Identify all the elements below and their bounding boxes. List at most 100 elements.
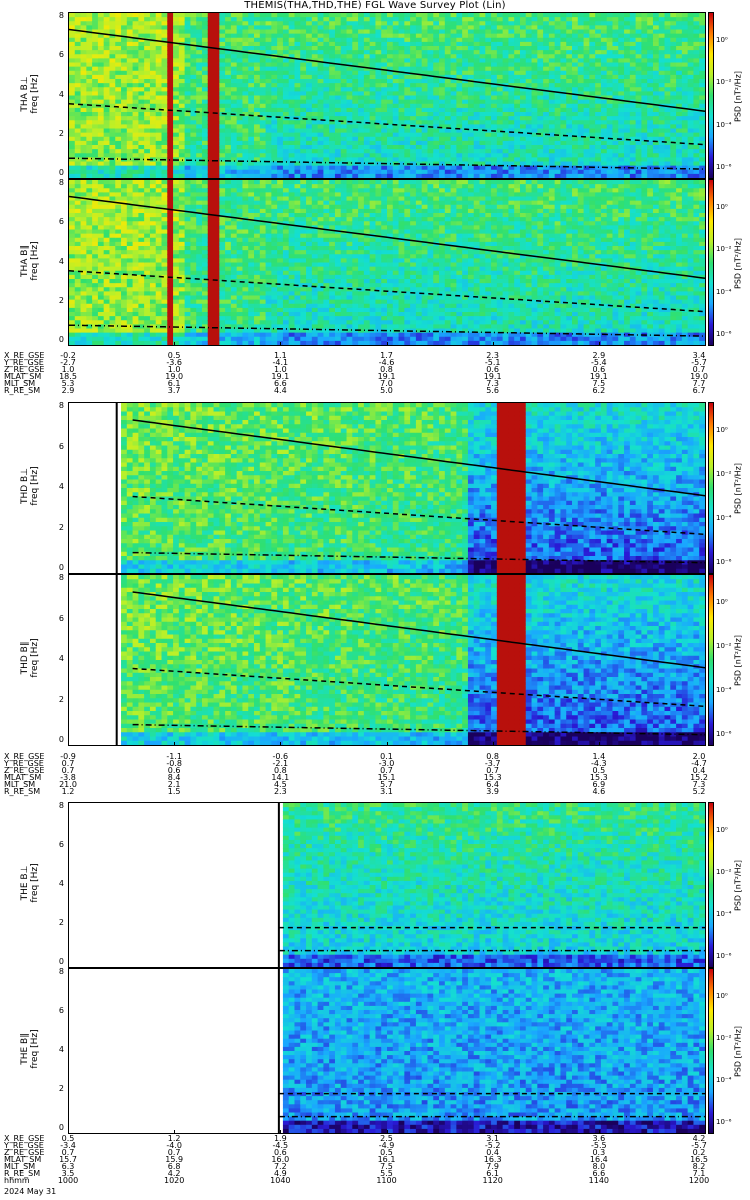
spectrogram-cell — [311, 132, 319, 138]
spectrogram-cell — [323, 25, 330, 31]
spectrogram-cell — [346, 107, 353, 113]
spectrogram-cell — [572, 50, 579, 55]
spectrogram-cell — [138, 303, 145, 309]
spectrogram-cell — [502, 140, 510, 146]
spectrogram-cell — [92, 50, 99, 55]
spectrogram-cell — [670, 46, 677, 51]
spectrogram-cell — [282, 128, 290, 134]
spectrogram-cell — [69, 192, 76, 198]
spectrogram-cell — [485, 25, 492, 31]
spectrogram-cell — [629, 79, 637, 84]
spectrogram-cell — [433, 120, 440, 125]
spectrogram-cell — [363, 79, 371, 84]
spectrogram-cell — [109, 254, 116, 259]
spectrogram-cell — [144, 246, 151, 251]
spectrogram-cell — [352, 145, 359, 150]
spectrogram-cell — [109, 266, 116, 272]
spectrogram-cell — [600, 145, 608, 150]
spectrogram-cell — [317, 41, 324, 47]
spectrogram-cell — [294, 149, 301, 154]
spectrogram-cell — [74, 213, 82, 218]
spectrogram-cell — [167, 70, 174, 76]
spectrogram-cell — [358, 112, 365, 117]
spectrogram-cell — [103, 303, 111, 309]
spectrogram-cell — [92, 79, 99, 84]
spectrogram-cell — [155, 140, 163, 146]
spectrogram-cell — [138, 184, 145, 189]
spectrogram-cell — [467, 74, 475, 80]
spectrogram-cell — [288, 74, 296, 80]
spectrogram-cell — [681, 17, 689, 22]
spectrogram-cell — [398, 37, 405, 43]
spectrogram-cell — [167, 46, 174, 51]
spectrogram-cell — [699, 37, 705, 43]
spectrogram-cell — [346, 46, 353, 51]
spectrogram-cell — [381, 165, 388, 171]
spectrogram-cell — [69, 328, 76, 334]
spectrogram-cell — [647, 161, 654, 167]
spectrogram-cell — [595, 161, 602, 167]
spectrogram-cell — [173, 132, 180, 138]
spectrogram-cell — [595, 103, 602, 109]
spectrogram-cell — [306, 50, 313, 55]
spectrogram-cell — [502, 91, 510, 97]
spectrogram-cell — [404, 99, 411, 105]
spectrogram-cell — [265, 157, 272, 163]
spectrogram-cell — [566, 120, 573, 125]
spectrogram-cell — [138, 262, 145, 268]
spectrogram-cell — [525, 140, 533, 146]
spectrogram-cell — [577, 136, 585, 142]
spectrogram-cell — [647, 33, 654, 39]
spectrogram-cell — [699, 50, 705, 55]
spectrogram-cell — [236, 103, 244, 109]
spectrogram-cell — [502, 29, 510, 35]
spectrogram-cell — [138, 58, 145, 64]
spectrogram-cell — [369, 62, 377, 68]
spectrogram-cell — [323, 13, 330, 18]
spectrogram-cell — [566, 124, 573, 130]
spectrogram-cell — [69, 41, 76, 47]
spectrogram-cell — [92, 204, 99, 210]
spectrogram-cell — [676, 41, 683, 47]
spectrogram-cell — [190, 58, 197, 64]
spectrogram-cell — [369, 112, 377, 117]
spectrogram-cell — [97, 103, 105, 109]
spectrogram-cell — [387, 74, 394, 80]
spectrogram-cell — [612, 95, 619, 101]
spectrogram-cell — [190, 128, 197, 134]
spectrogram-cell — [190, 54, 197, 59]
spectrogram-cell — [138, 136, 145, 142]
spectrogram-cell — [560, 58, 567, 64]
spectrogram-cell — [236, 13, 244, 18]
spectrogram-cell — [259, 21, 267, 26]
spectrogram-cell — [196, 153, 203, 158]
spectrogram-cell — [329, 46, 336, 51]
spectrogram-cell — [288, 46, 296, 51]
spectrogram-cell — [190, 66, 197, 72]
spectrogram-cell — [600, 153, 608, 158]
spectrogram-cell — [173, 50, 180, 55]
spectrogram-cell — [358, 124, 365, 130]
spectrogram-cell — [624, 107, 631, 113]
spectrogram-cell — [80, 241, 87, 247]
spectrogram-cell — [254, 58, 261, 64]
spectrogram-cell — [69, 33, 76, 39]
spectrogram-cell — [173, 41, 180, 47]
spectrogram-cell — [323, 29, 330, 35]
spectrogram-cell — [115, 74, 122, 80]
spectrogram-cell — [97, 79, 105, 84]
spectrogram-cell — [277, 112, 284, 117]
spectrogram-cell — [676, 54, 683, 59]
spectrogram-cell — [97, 312, 105, 317]
spectrogram-cell — [600, 54, 608, 59]
spectrogram-cell — [207, 145, 215, 150]
spectrogram-cell — [629, 29, 637, 35]
spectrogram-cell — [340, 83, 348, 88]
spectrogram-cell — [196, 149, 203, 154]
spectrogram-cell — [496, 165, 504, 171]
spectrogram-cell — [346, 83, 353, 88]
spectrogram-cell — [178, 173, 186, 178]
spectrogram-cell — [138, 237, 145, 243]
spectrogram-cell — [392, 145, 400, 150]
spectrogram-cell — [144, 241, 151, 247]
